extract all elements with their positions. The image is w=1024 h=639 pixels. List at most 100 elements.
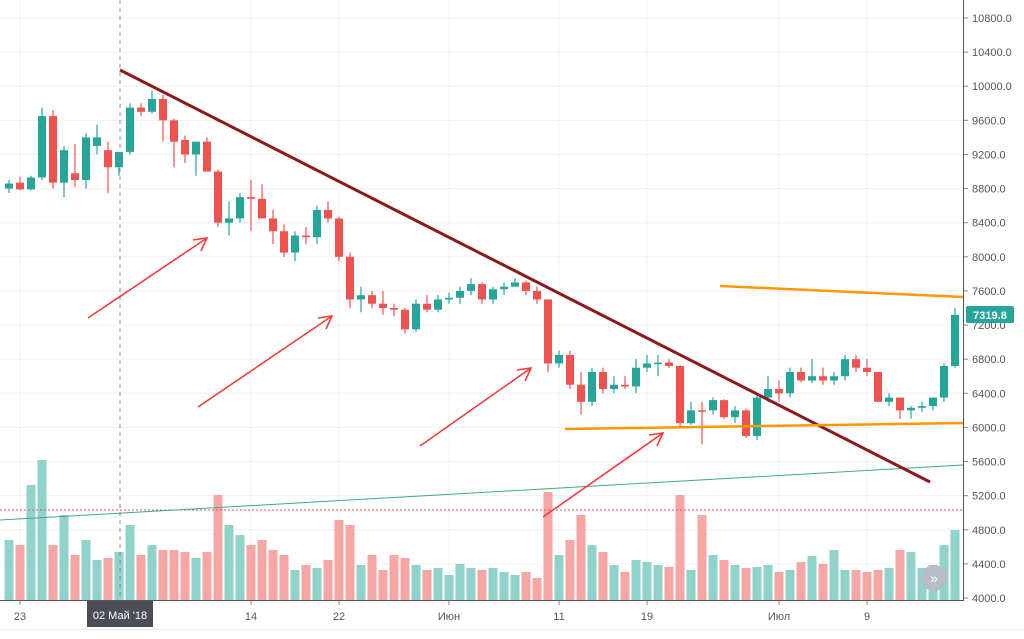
volume-bar	[785, 570, 795, 600]
time-axis[interactable]: 23 14 22 Июн 11 19 Июл 9	[14, 601, 870, 623]
volume-bar	[345, 525, 355, 600]
volume-bar	[81, 540, 91, 600]
candle	[753, 393, 761, 441]
volume-bar	[180, 552, 190, 600]
volume-bar	[906, 552, 916, 600]
volume-bar	[48, 545, 58, 600]
arrow[interactable]	[419, 367, 533, 447]
candle	[291, 231, 299, 262]
candle-body	[368, 295, 376, 304]
volume-series	[4, 460, 960, 600]
volume-bar	[818, 564, 828, 600]
candle-body	[49, 116, 57, 183]
time-tick-label: 9	[864, 611, 870, 623]
candle	[621, 376, 629, 390]
volume-bar	[719, 560, 729, 600]
candle	[632, 359, 640, 394]
candle	[698, 401, 706, 445]
candle	[93, 124, 101, 155]
volume-bar	[323, 560, 333, 600]
candle	[819, 367, 827, 385]
candle-body	[885, 397, 893, 402]
candle-body	[104, 150, 112, 168]
candle	[654, 354, 662, 377]
volume-bar	[829, 550, 839, 600]
candle-body	[313, 209, 321, 238]
candle-body	[27, 177, 35, 190]
candle	[907, 406, 915, 419]
candle	[522, 280, 530, 296]
candle-body	[753, 397, 761, 436]
candle	[269, 209, 277, 245]
candle	[181, 135, 189, 163]
candle-body	[192, 141, 200, 155]
candle	[731, 406, 739, 424]
volume-bar	[730, 565, 740, 600]
support-line[interactable]	[564, 421, 964, 431]
price-tick-label: 8800.0	[972, 184, 1006, 196]
candle	[511, 278, 519, 287]
volume-bar	[576, 515, 586, 600]
candle	[258, 184, 266, 219]
guide-trendline[interactable]	[0, 464, 964, 521]
candle	[918, 401, 926, 413]
volume-bar	[752, 567, 762, 600]
volume-bar	[851, 570, 861, 600]
candle	[159, 94, 167, 142]
arrow[interactable]	[87, 237, 209, 319]
arrow[interactable]	[542, 432, 665, 518]
candle	[170, 118, 178, 168]
candle-body	[445, 297, 453, 300]
volume-bar	[158, 550, 168, 600]
candle-body	[214, 171, 222, 223]
volume-bar	[301, 565, 311, 600]
candle-body	[852, 359, 860, 368]
candle	[577, 371, 585, 415]
candle-body	[863, 367, 871, 372]
candle-body	[225, 218, 233, 223]
candle	[566, 350, 574, 390]
price-tick-label: 10800.0	[972, 13, 1012, 25]
price-tick-label: 6000.0	[972, 422, 1006, 434]
candle	[841, 354, 849, 381]
candle-body	[566, 354, 574, 385]
candle	[247, 180, 255, 232]
time-tick-label: Июл	[768, 611, 790, 623]
candle	[709, 397, 717, 415]
resistance-line[interactable]	[719, 284, 964, 299]
volume-bar	[312, 568, 322, 600]
volume-bar	[521, 572, 531, 600]
price-tick-label: 9600.0	[972, 115, 1006, 127]
drawings[interactable]	[0, 0, 964, 600]
price-tick-label: 10000.0	[972, 81, 1012, 93]
candle-body	[38, 116, 46, 178]
candle	[599, 367, 607, 394]
candle	[137, 103, 145, 117]
scroll-to-realtime-button[interactable]: »	[921, 565, 947, 591]
price-axis[interactable]: 10800.0 10400.0 10000.0 9600.0 9200.0 8800.0 8…	[964, 13, 1012, 605]
price-tick-label: 9200.0	[972, 149, 1006, 161]
candle-body	[500, 286, 508, 290]
volume-bar	[147, 545, 157, 600]
candle	[16, 176, 24, 191]
price-series	[5, 90, 959, 445]
candle-body	[577, 384, 585, 402]
candle	[192, 141, 200, 176]
candle	[423, 295, 431, 313]
candle	[610, 376, 618, 394]
candle-body	[181, 139, 189, 155]
candle	[324, 201, 332, 223]
candle-body	[610, 384, 618, 390]
descending-trendline[interactable]	[119, 68, 931, 484]
candle-body	[522, 282, 530, 291]
volume-bar	[477, 570, 487, 600]
arrow[interactable]	[197, 315, 334, 408]
candle	[104, 141, 112, 193]
price-tick-label: 5600.0	[972, 457, 1006, 469]
candle	[313, 205, 321, 245]
candle-body	[236, 197, 244, 219]
candle-body	[786, 371, 794, 394]
volume-bar	[422, 570, 432, 600]
volume-bar	[653, 565, 663, 600]
